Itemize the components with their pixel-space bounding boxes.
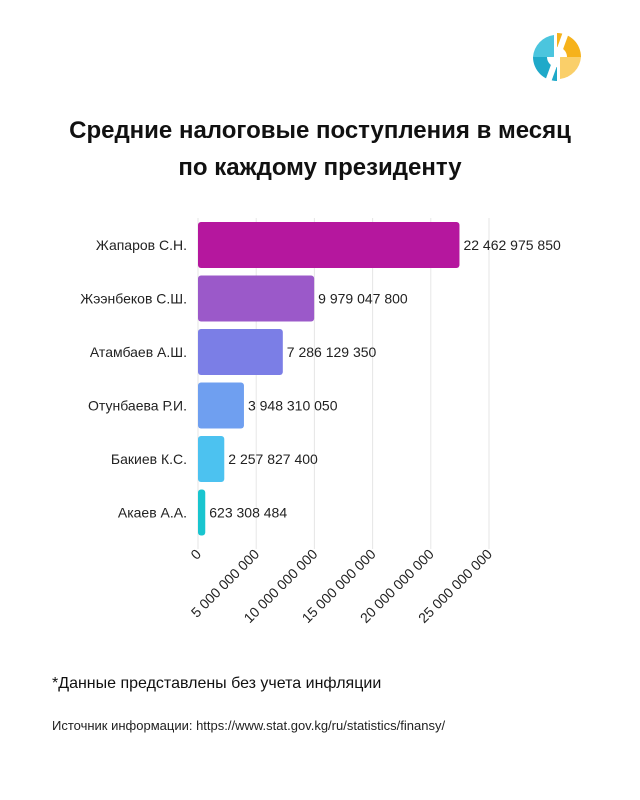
chart-title-line-1: Средние налоговые поступления в месяц <box>69 117 571 144</box>
source-note: Источник информации: https://www.stat.go… <box>52 718 446 733</box>
value-label-3: 3 948 310 050 <box>248 398 338 414</box>
category-label-5: Акаев А.А. <box>118 505 187 521</box>
bar-chart: Жапаров С.Н. 22 462 975 850 Жээнбеков С.Ш.… <box>80 218 561 626</box>
value-label-4: 2 257 827 400 <box>228 451 318 467</box>
bar-0 <box>198 222 460 268</box>
value-label-1: 9 979 047 800 <box>318 291 408 307</box>
chart-title-line-2: по каждому президенту <box>178 154 462 181</box>
footnote: *Данные представлены без учета инфляции <box>52 675 382 692</box>
bar-4 <box>198 436 225 482</box>
category-label-2: Атамбаев А.Ш. <box>90 344 187 360</box>
value-label-0: 22 462 975 850 <box>463 237 561 253</box>
logo-icon <box>527 27 587 87</box>
category-label-1: Жээнбеков С.Ш. <box>80 291 187 307</box>
bar-1 <box>198 275 315 322</box>
chart-title: Средние налоговые поступления в месяц по… <box>0 112 640 186</box>
value-label-2: 7 286 129 350 <box>287 344 377 360</box>
bar-3 <box>198 382 244 429</box>
bar-5 <box>198 489 206 536</box>
category-label-4: Бакиев К.С. <box>111 451 187 467</box>
tick-label-0: 0 <box>187 546 204 563</box>
value-label-5: 623 308 484 <box>209 505 287 521</box>
category-label-3: Отунбаева Р.И. <box>88 398 187 414</box>
category-label-0: Жапаров С.Н. <box>96 237 187 253</box>
bar-2 <box>198 329 283 375</box>
